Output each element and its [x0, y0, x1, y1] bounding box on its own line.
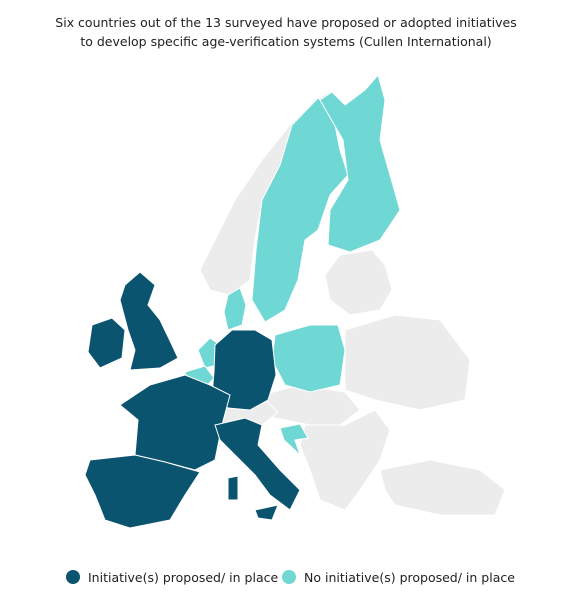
map	[84, 73, 506, 529]
title-line: Six countries out of the 13 surveyed hav…	[55, 15, 516, 30]
ireland	[87, 317, 126, 369]
denmark	[223, 287, 247, 331]
france	[119, 374, 231, 471]
croatia	[279, 423, 309, 456]
united-kingdom	[119, 271, 179, 371]
turkey	[379, 459, 506, 516]
spain	[84, 454, 201, 529]
finland	[319, 73, 401, 253]
sweden	[251, 97, 349, 323]
legend-swatch	[66, 570, 80, 584]
legend-label: Initiative(s) proposed/ in place	[88, 570, 278, 585]
legend-swatch	[282, 570, 296, 584]
belarus-ukraine	[344, 314, 471, 411]
title-line: to develop specific age-verification sys…	[80, 34, 491, 49]
sardinia	[227, 475, 239, 501]
legend-label: No initiative(s) proposed/ in place	[304, 570, 515, 585]
poland	[271, 324, 346, 393]
sicily	[254, 504, 279, 521]
italy	[214, 417, 301, 511]
legend: Initiative(s) proposed/ in place No init…	[66, 570, 515, 585]
balkans	[299, 409, 391, 511]
baltics-russia	[324, 249, 393, 316]
